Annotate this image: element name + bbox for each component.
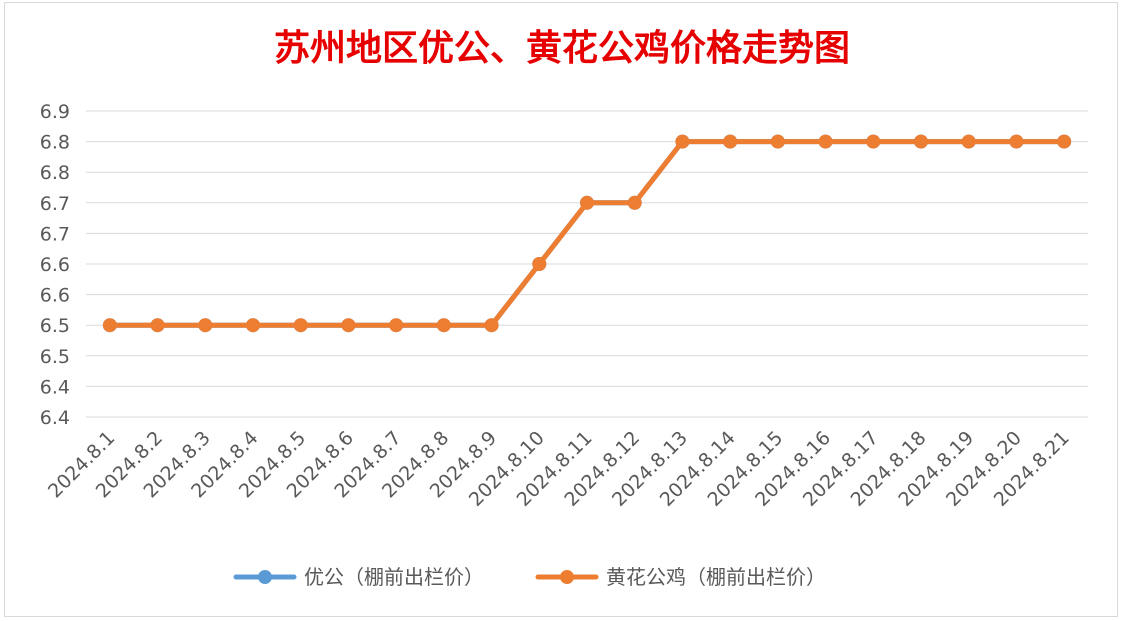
data-point — [246, 318, 260, 333]
y-tick-label: 6.7 — [40, 223, 70, 245]
legend[interactable]: 优公（棚前出栏价） 黄花公鸡（棚前出栏价） — [233, 565, 826, 589]
chart-frame — [4, 2, 1118, 617]
legend-item-1[interactable]: 优公（棚前出栏价） — [233, 565, 484, 589]
data-point — [723, 134, 738, 149]
data-point — [961, 134, 976, 149]
legend-marker — [560, 570, 574, 584]
data-point — [150, 318, 165, 333]
y-tick-label: 6.4 — [40, 376, 70, 398]
chart-title: 苏州地区优公、黄花公鸡价格走势图 — [274, 27, 850, 69]
data-point — [198, 318, 213, 333]
y-tick-label: 6.5 — [40, 346, 70, 368]
y-tick-label: 6.4 — [40, 407, 70, 429]
data-point — [389, 318, 404, 333]
data-point — [484, 318, 499, 333]
series-2 — [102, 134, 1072, 333]
y-axis-ticks: 6.4 6.4 6.5 6.5 6.6 6.6 6.7 6.7 6.8 6.8 6.9 — [40, 101, 70, 429]
legend-marker — [258, 570, 272, 584]
y-tick-label: 6.6 — [40, 285, 70, 307]
data-point — [627, 195, 642, 210]
legend-label: 黄花公鸡（棚前出栏价） — [606, 565, 826, 589]
gridlines — [86, 110, 1088, 418]
data-point — [293, 318, 308, 333]
y-tick-label: 6.6 — [40, 254, 70, 276]
y-tick-label: 6.8 — [40, 162, 70, 184]
data-point — [532, 257, 547, 271]
series-lines — [102, 134, 1072, 333]
x-axis-ticks: 2024.8.12024.8.22024.8.32024.8.42024.8.5… — [44, 427, 1074, 511]
y-tick-label: 6.8 — [40, 132, 70, 154]
legend-label: 优公（棚前出栏价） — [304, 565, 484, 589]
data-point — [102, 318, 117, 333]
y-tick-label: 6.9 — [40, 101, 70, 123]
data-point — [341, 318, 356, 333]
data-point — [770, 134, 785, 149]
data-point — [818, 134, 833, 149]
data-point — [436, 318, 451, 333]
data-point — [914, 134, 928, 149]
data-point — [675, 134, 690, 149]
data-point — [1009, 134, 1024, 149]
y-tick-label: 6.5 — [40, 315, 70, 337]
legend-item-2[interactable]: 黄花公鸡（棚前出栏价） — [535, 565, 826, 589]
data-point — [580, 195, 594, 210]
data-point — [866, 134, 881, 149]
y-tick-label: 6.7 — [40, 193, 70, 215]
data-point — [1057, 134, 1072, 149]
